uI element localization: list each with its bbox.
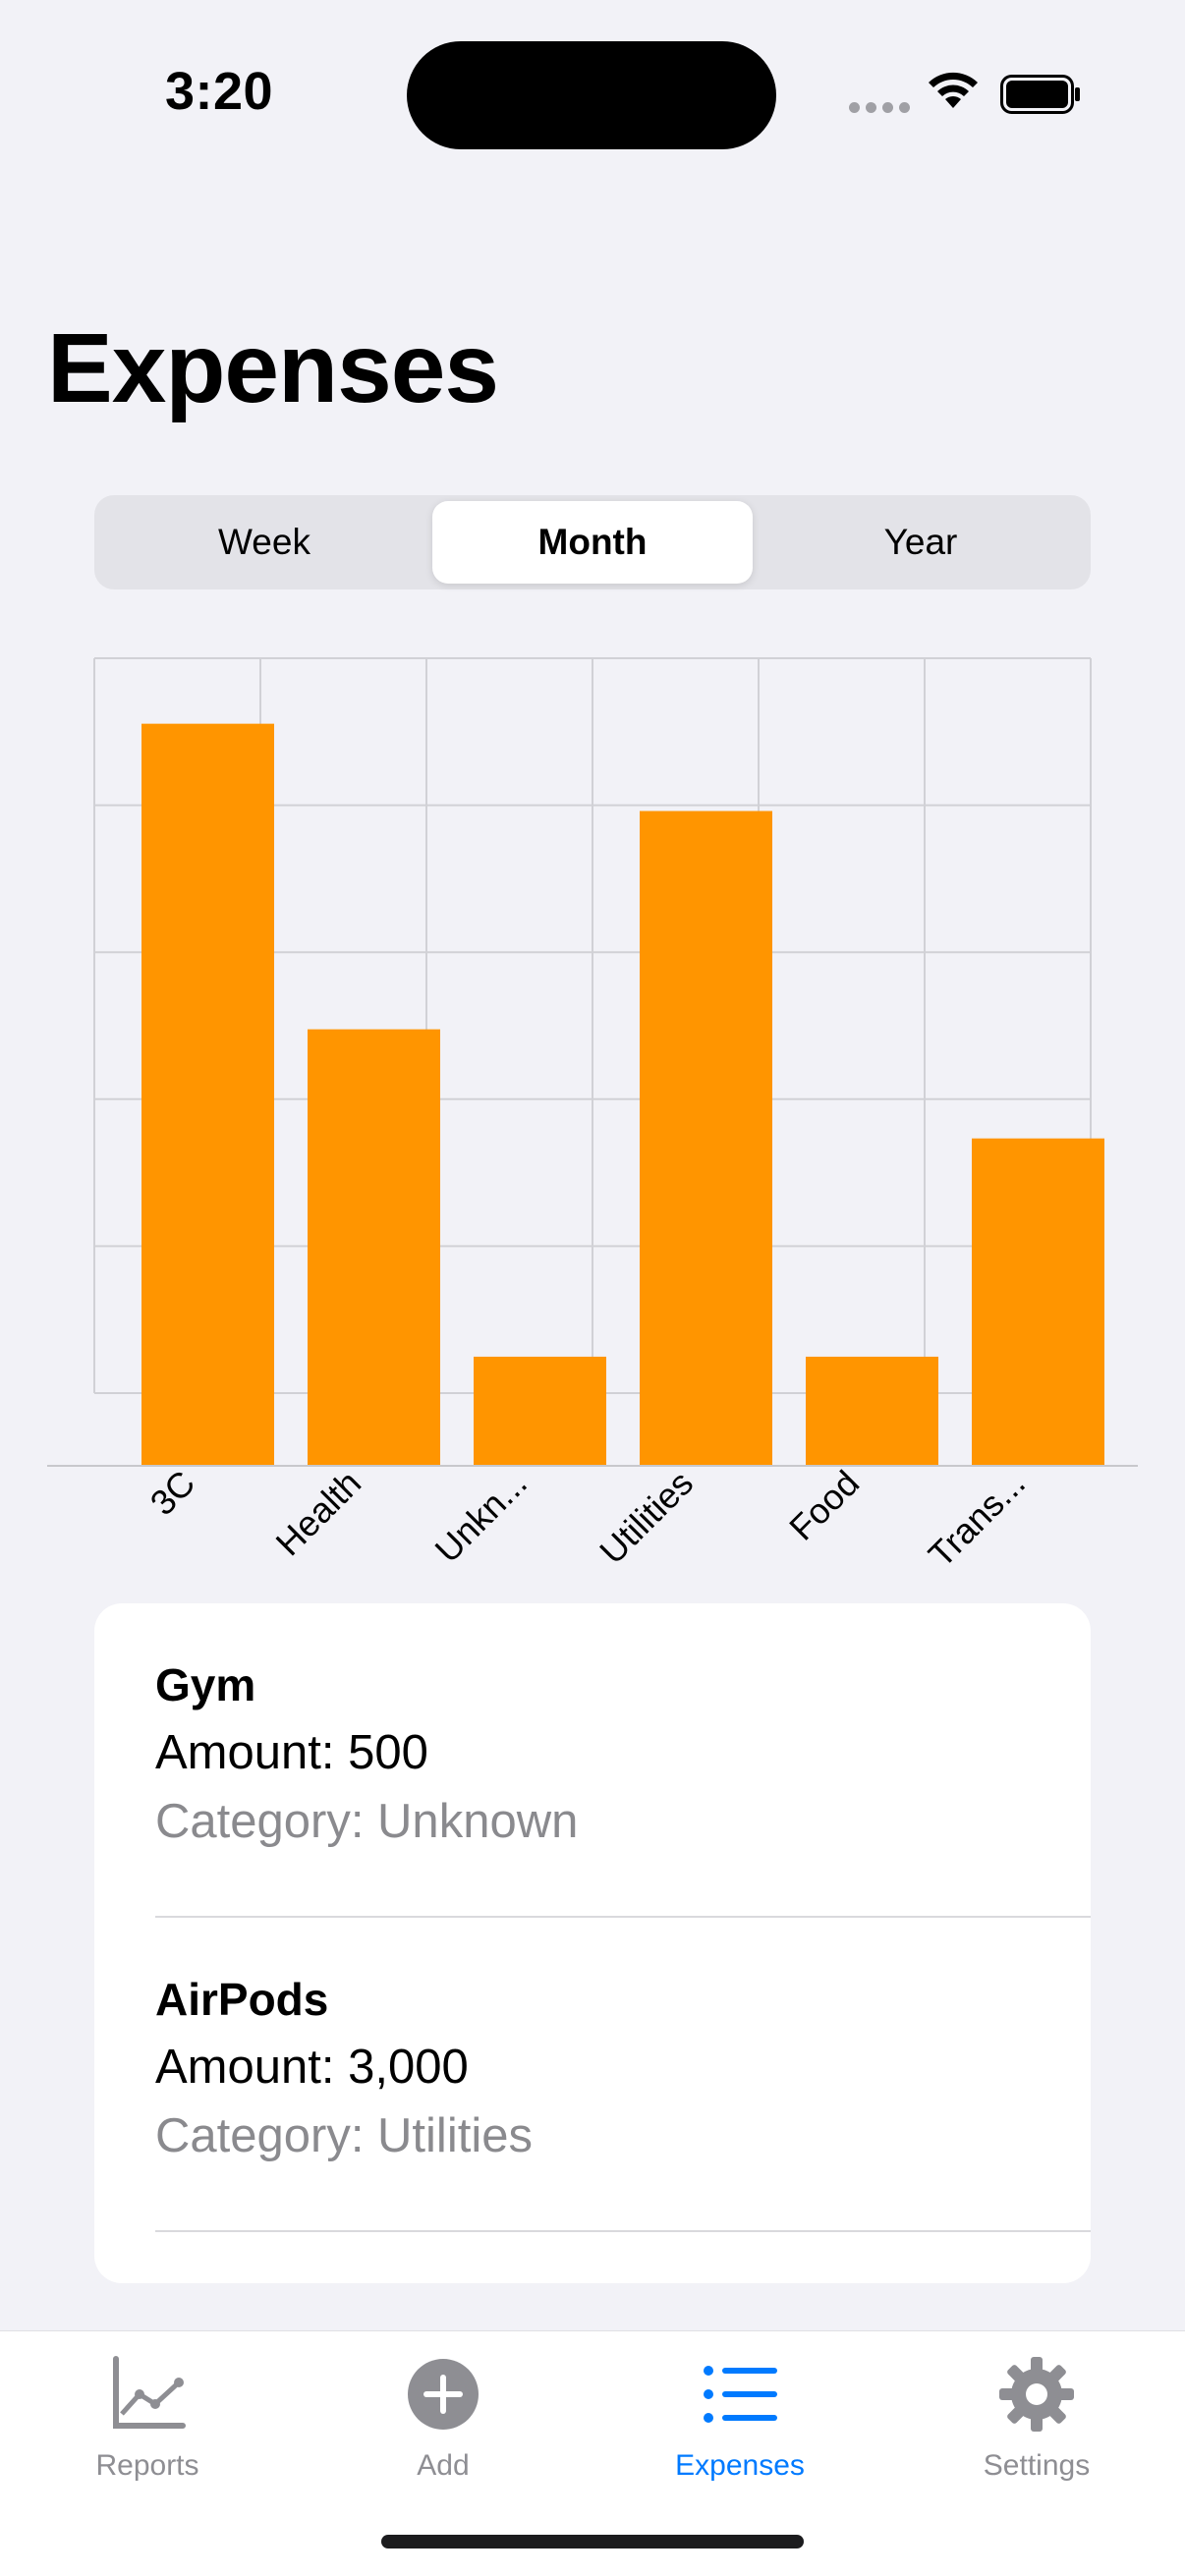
expense-row[interactable]: AirPods Amount: 3,000 Category: Utilitie…	[155, 1973, 1091, 2163]
period-segmented-control: Week Month Year	[94, 495, 1091, 589]
tab-add[interactable]: Add	[335, 2353, 551, 2483]
expense-title: AirPods	[155, 1974, 329, 2025]
bar-utilities	[640, 811, 772, 1466]
segment-week[interactable]: Week	[218, 522, 310, 562]
x-tick-label: Unkn...	[427, 1463, 536, 1571]
x-tick-label: Trans...	[921, 1463, 1033, 1572]
row-divider	[155, 1916, 1091, 1918]
tab-label: Add	[417, 2449, 470, 2482]
tab-reports[interactable]: Reports	[39, 2353, 255, 2483]
status-time: 3:20	[165, 62, 274, 121]
bar-unkn	[474, 1356, 606, 1466]
bar-health	[308, 1029, 440, 1466]
dynamic-island	[407, 41, 776, 149]
segment-year[interactable]: Year	[883, 522, 958, 562]
bar-trans	[972, 1138, 1104, 1466]
expenses-bar-chart: 3C Health Unkn... Utilities Food Trans...	[47, 657, 1138, 1572]
x-tick-label: Food	[781, 1463, 867, 1548]
tab-label: Expenses	[675, 2449, 805, 2482]
expense-category: Category: Utilities	[155, 2109, 533, 2162]
tab-label: Reports	[95, 2449, 199, 2482]
chart-line-icon	[113, 2356, 186, 2429]
segment-month[interactable]: Month	[432, 501, 753, 584]
expense-list: Gym Amount: 500 Category: Unknown AirPod…	[94, 1603, 1091, 2283]
expense-amount: Amount: 500	[155, 1726, 428, 1779]
row-divider	[155, 2230, 1091, 2232]
tab-bar: Reports Add Expenses	[0, 2330, 1185, 2576]
tab-settings[interactable]: Settings	[929, 2353, 1145, 2483]
battery-icon	[1000, 75, 1080, 114]
cellular-signal-icon	[849, 102, 910, 113]
bar-food	[806, 1356, 938, 1466]
page-title: Expenses	[47, 313, 499, 423]
home-indicator	[381, 2535, 804, 2548]
gear-icon	[999, 2357, 1074, 2432]
bar-3c	[141, 723, 274, 1466]
list-bullet-icon	[704, 2366, 777, 2423]
tab-label: Settings	[983, 2449, 1091, 2482]
chart-x-labels: 3C Health Unkn... Utilities Food Trans...	[142, 1463, 1034, 1572]
plus-circle-icon	[408, 2359, 479, 2430]
x-tick-label: Utilities	[592, 1463, 701, 1572]
expense-amount: Amount: 3,000	[155, 2041, 469, 2094]
expense-title: Gym	[155, 1659, 256, 1710]
x-tick-label: 3C	[142, 1463, 203, 1524]
tab-expenses[interactable]: Expenses	[632, 2353, 848, 2483]
x-tick-label: Health	[268, 1463, 369, 1564]
expense-row[interactable]: Gym Amount: 500 Category: Unknown	[155, 1658, 1091, 1849]
wifi-icon	[929, 72, 978, 108]
chart-bars	[141, 723, 1104, 1466]
expense-category: Category: Unknown	[155, 1795, 579, 1848]
